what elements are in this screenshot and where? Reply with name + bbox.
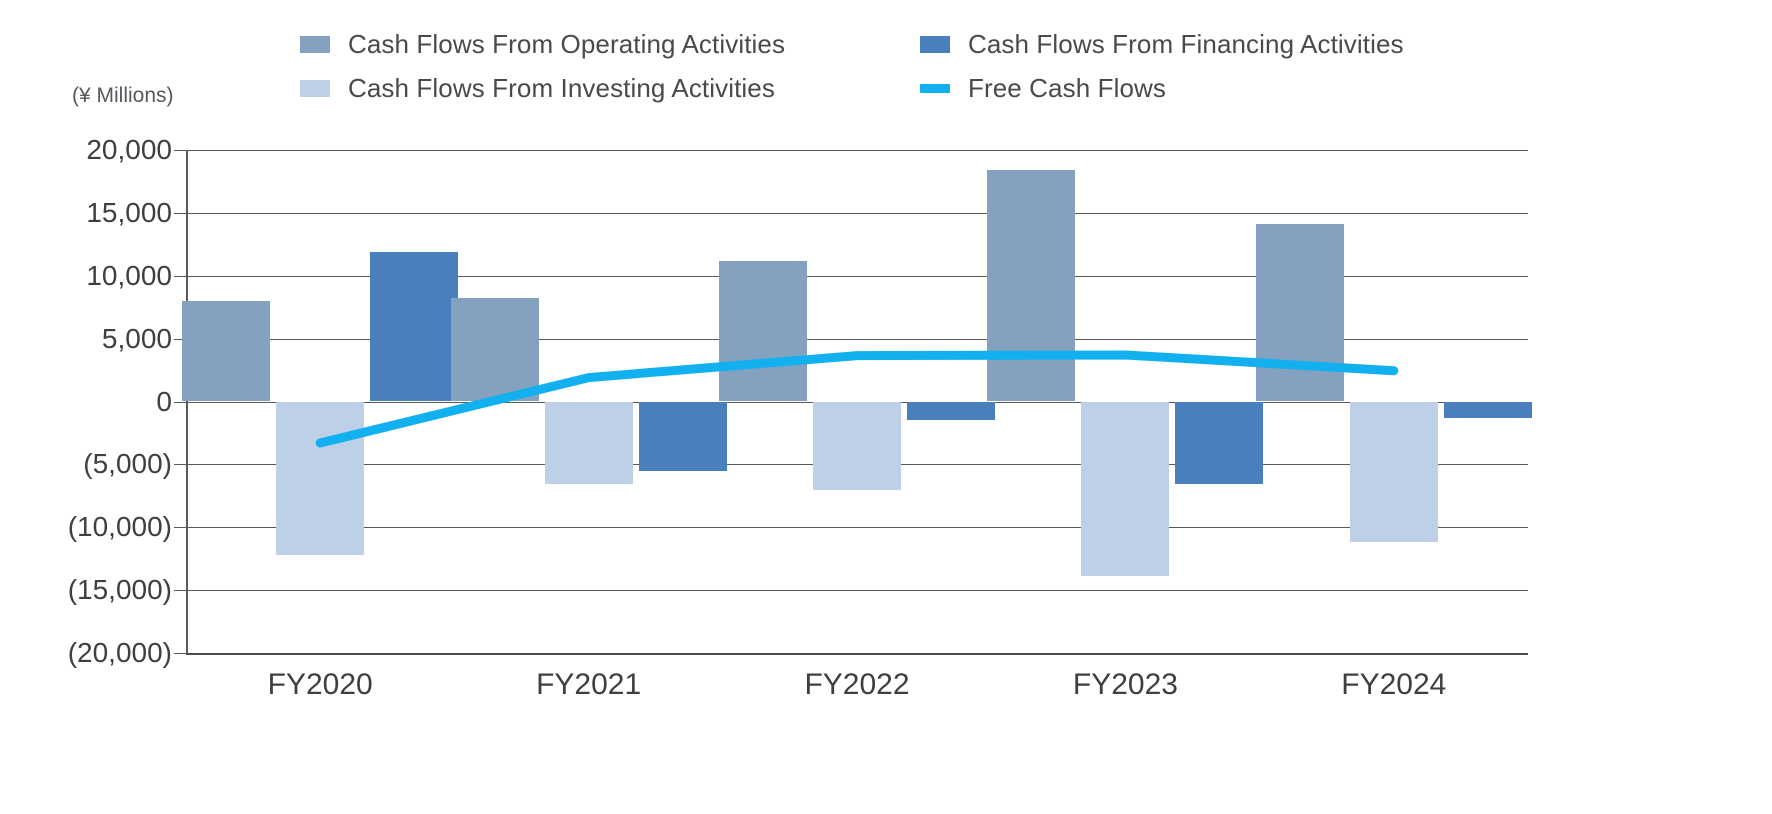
legend-item-operating-activities: Cash Flows From Operating Activities	[300, 22, 920, 66]
y-axis-tick-label: (20,000)	[67, 637, 172, 668]
gridline	[186, 527, 1528, 529]
y-axis-unit-caption: (¥ Millions)	[72, 84, 174, 107]
y-axis-tick-label: (10,000)	[67, 511, 172, 543]
bar	[544, 401, 633, 485]
y-axis-tick-mark	[174, 150, 186, 151]
gridline	[186, 150, 1528, 151]
bar	[987, 170, 1076, 402]
x-axis-tick-label: FY2022	[804, 668, 910, 701]
gridline	[186, 275, 1528, 277]
y-axis-tick-mark	[174, 590, 186, 592]
bar	[370, 251, 459, 402]
y-axis-tick-label: 20,000	[86, 134, 172, 165]
bar	[1443, 401, 1532, 418]
legend-label-financing-activities: Cash Flows From Financing Activities	[968, 28, 1404, 59]
x-axis-tick-label: FY2023	[1072, 668, 1178, 701]
legend-swatch-operating-activities	[300, 35, 330, 53]
free-cash-flow-line-layer	[315, 350, 1399, 448]
x-axis-tick-labels: FY2020 FY2021 FY2022 FY2023 FY2024	[186, 668, 1528, 718]
legend-swatch-free-cash-flows	[920, 83, 950, 93]
y-axis-tick-mark	[174, 338, 186, 340]
bar	[1349, 401, 1438, 543]
bar	[182, 300, 271, 402]
bar	[1255, 224, 1344, 402]
legend-item-financing-activities: Cash Flows From Financing Activities	[920, 22, 1404, 66]
legend-label-free-cash-flows: Free Cash Flows	[968, 72, 1166, 103]
y-axis-tick-mark	[174, 401, 186, 403]
bar	[450, 298, 539, 402]
bar	[813, 401, 901, 490]
legend-swatch-investing-activities	[300, 79, 330, 97]
x-axis-tick-label: FY2021	[536, 668, 642, 701]
y-axis-tick-mark	[174, 275, 186, 277]
x-axis-tick-label: FY2024	[1341, 668, 1447, 701]
free-cash-flow-line	[315, 350, 1399, 448]
y-axis-tick-label: 10,000	[86, 259, 172, 291]
legend-swatch-financing-activities	[920, 35, 950, 53]
bar	[276, 401, 365, 555]
y-axis-tick-label: (15,000)	[67, 574, 172, 606]
y-axis-tick-label: (5,000)	[83, 448, 172, 480]
y-axis-tick-mark	[174, 464, 186, 466]
y-axis-tick-label: 0	[156, 385, 172, 417]
legend-item-free-cash-flows: Free Cash Flows	[920, 66, 1360, 110]
bar	[907, 401, 995, 421]
legend-item-investing-activities: Cash Flows From Investing Activities	[300, 66, 920, 110]
chart-legend: Cash Flows From Operating Activities Cas…	[300, 22, 1404, 110]
y-axis-tick-label: 15,000	[86, 196, 172, 228]
bar	[638, 401, 727, 471]
bar	[719, 260, 807, 402]
gridline	[186, 653, 1528, 655]
y-axis-tick-mark	[174, 527, 186, 529]
bar	[1081, 401, 1170, 577]
gridline	[186, 590, 1528, 592]
y-axis-line	[186, 150, 188, 653]
bar	[1175, 401, 1264, 485]
legend-label-operating-activities: Cash Flows From Operating Activities	[348, 28, 786, 59]
legend-label-investing-activities: Cash Flows From Investing Activities	[348, 72, 775, 103]
y-axis-tick-mark	[174, 212, 186, 214]
gridline	[186, 212, 1528, 214]
y-axis-tick-label: 5,000	[101, 322, 172, 354]
y-axis-tick-mark	[174, 653, 186, 654]
plot-area	[174, 150, 1532, 655]
x-axis-tick-label: FY2020	[267, 668, 373, 701]
y-axis-tick-labels: 20,000 15,000 10,000 5,000 0 (5,000) (10,000) (…	[40, 134, 172, 668]
gridline	[186, 338, 1528, 340]
